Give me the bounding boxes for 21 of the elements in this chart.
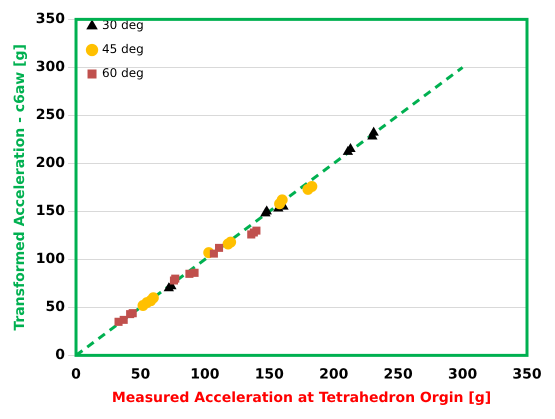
x-tick-label: 0 <box>71 366 82 382</box>
y-tick-label: 200 <box>36 155 66 172</box>
y-tick-label: 50 <box>46 299 66 316</box>
y-tick-label: 300 <box>36 59 66 76</box>
x-tick-label: 150 <box>254 366 284 382</box>
x-tick-label: 300 <box>448 366 478 382</box>
x-tick-label: 350 <box>512 366 542 382</box>
legend-label: 45 deg <box>102 42 144 56</box>
y-tick-label: 350 <box>36 11 66 28</box>
x-tick-label: 250 <box>384 366 414 382</box>
y-axis-title: Transformed Acceleration - c6aw [g] <box>12 44 28 331</box>
x-tick-label: 100 <box>190 366 220 382</box>
y-tick-label: 100 <box>36 251 66 268</box>
y-tick-label: 250 <box>36 107 66 124</box>
legend-label: 30 deg <box>102 18 144 32</box>
x-tick-label: 50 <box>130 366 150 382</box>
y-tick-label: 150 <box>36 203 66 220</box>
x-tick-label: 200 <box>319 366 349 382</box>
x-axis-title: Measured Acceleration at Tetrahedron Orgin [g] <box>112 390 492 406</box>
y-tick-label: 0 <box>55 347 66 364</box>
legend-label: 60 deg <box>102 66 144 80</box>
